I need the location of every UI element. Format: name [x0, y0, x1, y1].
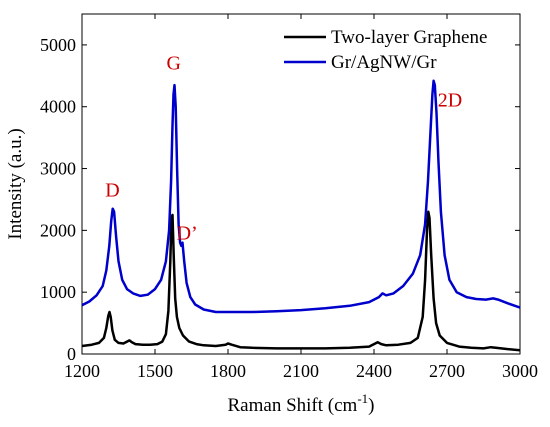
peak-label: G — [167, 53, 181, 75]
legend: Two-layer Graphene Gr/AgNW/Gr — [284, 27, 487, 73]
y-tick-label: 0 — [67, 344, 76, 364]
peak-annotations: D G D’ 2D — [105, 53, 462, 245]
series-lines — [82, 79, 520, 352]
y-tick-label: 4000 — [40, 97, 76, 117]
x-axis-title-close: ) — [368, 395, 374, 416]
x-tick-label: 2100 — [283, 361, 319, 381]
series-line-0 — [82, 210, 520, 352]
peak-label: 2D — [438, 90, 462, 112]
x-axis-title-main: Raman Shift (cm — [228, 395, 358, 416]
x-tick-label: 2400 — [356, 361, 392, 381]
y-tick-label: 5000 — [40, 35, 76, 55]
x-tick-label: 1200 — [64, 361, 100, 381]
peak-label: D’ — [177, 223, 198, 245]
y-tick-label: 3000 — [40, 159, 76, 179]
y-axis: 0 1000 2000 3000 4000 5000 — [40, 35, 520, 364]
x-tick-label: 3000 — [502, 361, 538, 381]
series-line-1 — [82, 79, 520, 314]
x-tick-label: 2700 — [429, 361, 465, 381]
x-tick-label: 1800 — [210, 361, 246, 381]
x-axis-title-superscript: -1 — [357, 391, 368, 406]
peak-label: D — [105, 179, 119, 201]
x-tick-label: 1500 — [137, 361, 173, 381]
legend-label-two-layer-graphene: Two-layer Graphene — [331, 27, 487, 48]
x-axis-title: Raman Shift (cm-1) — [228, 391, 375, 416]
y-tick-label: 1000 — [40, 282, 76, 302]
plot-area-frame — [81, 13, 521, 355]
legend-label-gr-agnw-gr: Gr/AgNW/Gr — [331, 52, 437, 73]
y-tick-label: 2000 — [40, 220, 76, 240]
y-axis-title: Intensity (a.u.) — [5, 128, 26, 239]
